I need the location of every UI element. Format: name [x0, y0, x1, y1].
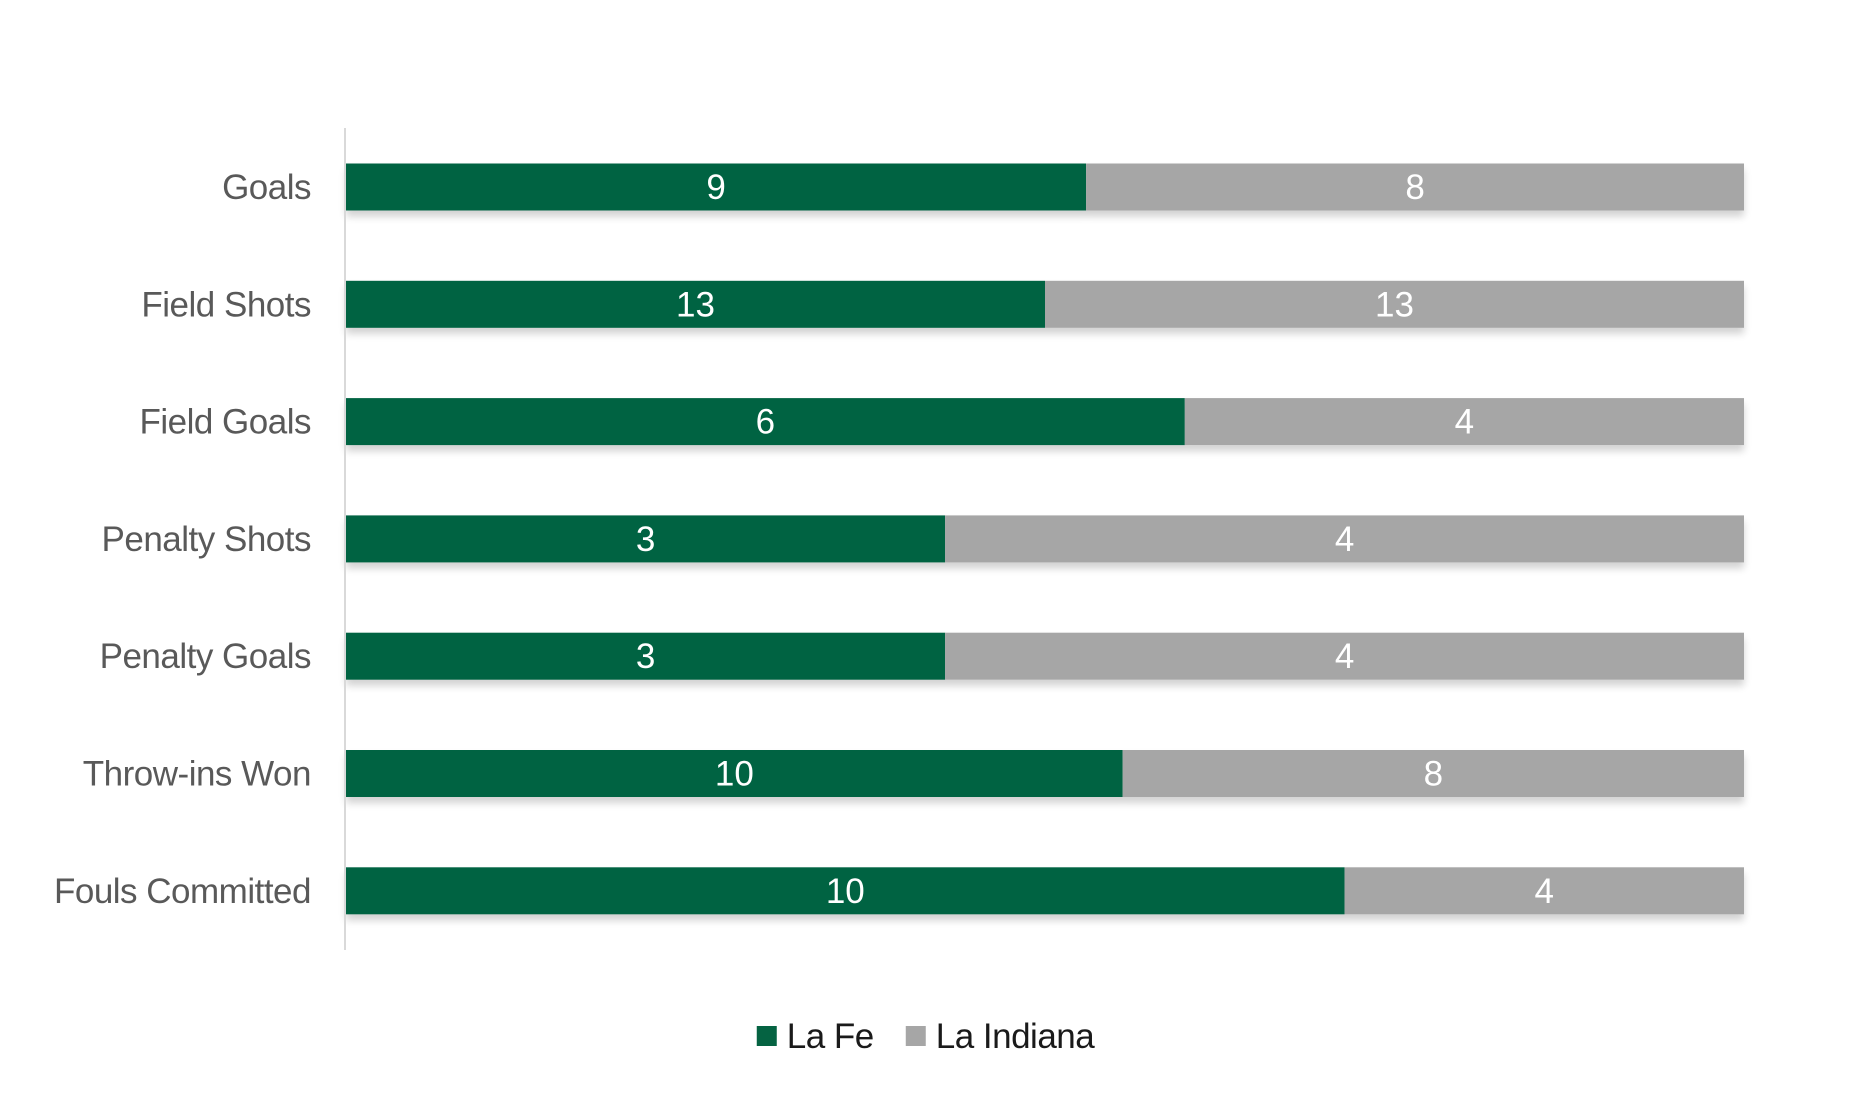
data-label-la-fe-throw-ins-won: 10 [715, 755, 754, 794]
data-label-la-fe-field-goals: 6 [756, 403, 775, 442]
data-label-la-indiana-goals: 8 [1405, 168, 1424, 207]
bar-la-indiana-penalty-shots [945, 515, 1744, 563]
legend-item-la-indiana: La Indiana [905, 1017, 1096, 1056]
bar-row-penalty-goals [346, 632, 1744, 680]
bar-la-fe-penalty-shots [346, 515, 946, 563]
bar-la-fe-throw-ins-won [346, 750, 1123, 797]
data-label-la-indiana-field-goals: 4 [1455, 403, 1474, 442]
bar-la-indiana-throw-ins-won [1122, 750, 1744, 797]
data-label-la-fe-goals: 9 [706, 168, 725, 207]
bar-row-fouls-committed [346, 867, 1744, 915]
data-label-la-fe-penalty-goals: 3 [636, 637, 655, 676]
bar-la-indiana-field-shots [1045, 280, 1744, 328]
data-label-la-fe-penalty-shots: 3 [636, 520, 655, 559]
category-label-penalty-shots: Penalty Shots [102, 520, 311, 559]
data-label-la-indiana-penalty-shots: 4 [1335, 520, 1354, 559]
category-label-field-goals: Field Goals [139, 403, 311, 442]
category-label-goals: Goals [222, 168, 311, 207]
bar-row-field-goals [346, 398, 1744, 446]
legend: La Fe La Indiana [756, 1017, 1096, 1056]
bar-row-field-shots [346, 280, 1744, 328]
data-label-la-indiana-penalty-goals: 4 [1335, 637, 1354, 676]
bar-la-indiana-goals [1086, 163, 1744, 211]
category-label-penalty-goals: Penalty Goals [100, 637, 311, 676]
bar-la-indiana-field-goals [1184, 398, 1744, 446]
category-label-fouls-committed: Fouls Committed [54, 872, 311, 911]
data-label-la-fe-fouls-committed: 10 [826, 872, 865, 911]
data-label-la-indiana-throw-ins-won: 8 [1424, 755, 1443, 794]
legend-swatch-la-indiana [905, 1026, 926, 1046]
bar-row-penalty-shots [346, 515, 1744, 563]
bar-la-indiana-fouls-committed [1344, 867, 1744, 915]
category-labels: Goals Field Shots Field Goals Penalty Shots… [54, 168, 312, 911]
bar-la-indiana-penalty-goals [945, 632, 1744, 680]
legend-label-la-fe: La Fe [787, 1017, 874, 1056]
legend-swatch-la-fe [756, 1026, 777, 1046]
bar-la-fe-fouls-committed [346, 867, 1345, 915]
plot-area: 9 8 13 13 6 4 3 4 3 4 10 8 10 4 [346, 163, 1744, 915]
data-label-la-indiana-fouls-committed: 4 [1535, 872, 1554, 911]
legend-item-la-fe: La Fe [756, 1017, 874, 1056]
bar-la-fe-goals [346, 163, 1087, 211]
data-label-la-fe-field-shots: 13 [676, 285, 715, 324]
bar-la-fe-penalty-goals [346, 632, 946, 680]
bar-la-fe-field-shots [346, 280, 1045, 328]
bar-row-goals [346, 163, 1744, 211]
legend-label-la-indiana: La Indiana [936, 1017, 1096, 1056]
category-label-field-shots: Field Shots [141, 285, 311, 324]
data-label-la-indiana-field-shots: 13 [1375, 285, 1414, 324]
bar-row-throw-ins-won [346, 750, 1744, 797]
category-label-throw-ins-won: Throw-ins Won [83, 755, 311, 794]
bar-la-fe-field-goals [346, 398, 1185, 446]
